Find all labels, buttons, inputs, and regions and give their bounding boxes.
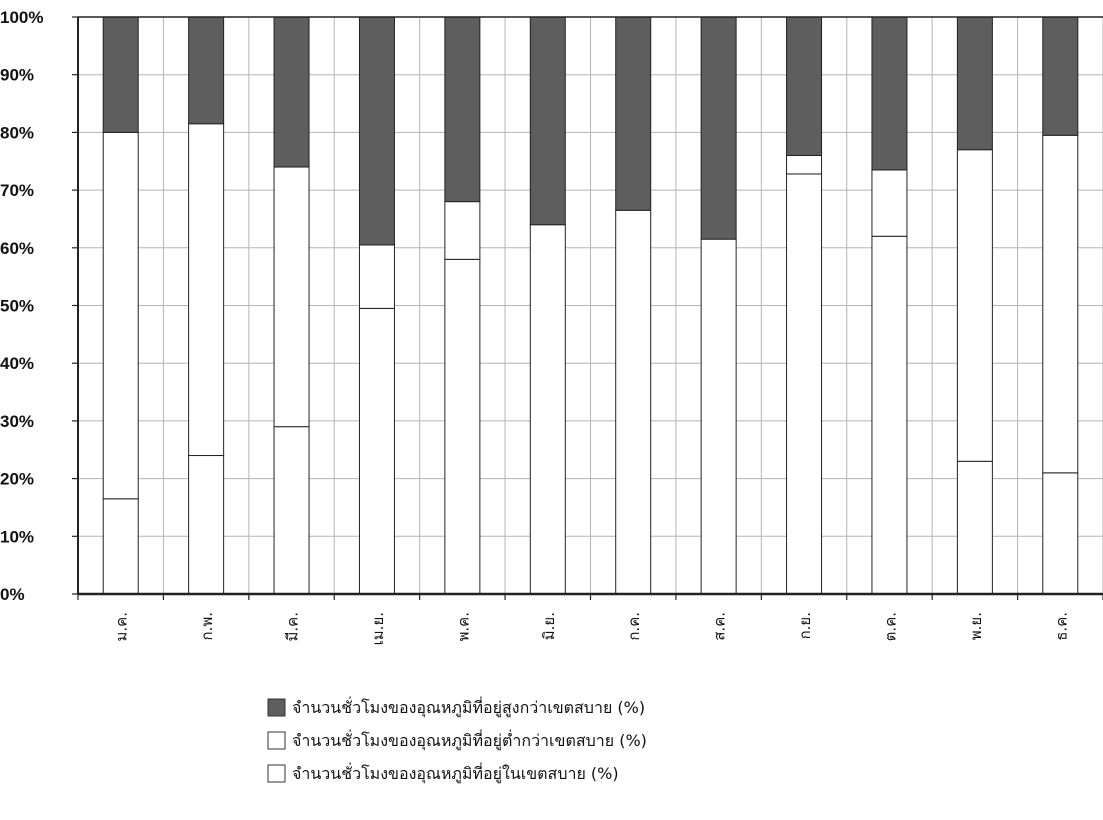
x-tick-label: ส.ค. bbox=[711, 612, 729, 641]
y-tick-label: 30% bbox=[0, 412, 34, 431]
bar-segment-3 bbox=[956, 16, 993, 151]
y-tick-label: 100% bbox=[0, 8, 43, 27]
bar-segment-2 bbox=[786, 154, 823, 175]
bar-segment-1 bbox=[358, 307, 395, 595]
bar-segment-3 bbox=[1042, 16, 1079, 136]
bar-segment-1 bbox=[1042, 472, 1079, 595]
legend-label: จำนวนชั่วโมงของอุณหภูมิที่อยู่สูงกว่าเขต… bbox=[292, 696, 645, 718]
legend: จำนวนชั่วโมงของอุณหภูมิที่อยู่สูงกว่าเขต… bbox=[267, 696, 647, 784]
x-tick-label: พ.ย. bbox=[967, 612, 985, 640]
legend-swatch bbox=[267, 731, 286, 750]
bar-segment-2 bbox=[1042, 134, 1079, 474]
legend-swatch bbox=[267, 698, 286, 717]
bar-segment-1 bbox=[871, 235, 908, 595]
y-tick-label: 0% bbox=[0, 585, 25, 604]
y-tick-label: 10% bbox=[0, 527, 34, 546]
axes bbox=[72, 16, 1103, 600]
bar-segment-1 bbox=[102, 498, 139, 595]
bar-segment-2 bbox=[102, 131, 139, 500]
y-tick-labels: 0% 10% 20% 30% 40% 50% 60% 70% 80% 90% 100% bbox=[0, 8, 43, 604]
y-tick-label: 40% bbox=[0, 354, 34, 373]
legend-swatch bbox=[267, 764, 286, 783]
x-tick-label: ก.พ. bbox=[198, 612, 216, 641]
y-tick-label: 60% bbox=[0, 239, 34, 258]
bars bbox=[102, 16, 1079, 595]
bar-segment-1 bbox=[188, 455, 225, 595]
bar-segment-2 bbox=[956, 149, 993, 462]
bar-segment-2 bbox=[529, 224, 566, 595]
bar-segment-1 bbox=[956, 460, 993, 595]
bar-segment-3 bbox=[786, 16, 823, 156]
x-tick-label: ต.ค. bbox=[881, 612, 899, 641]
bar-segment-3 bbox=[700, 16, 737, 240]
bar-segment-3 bbox=[529, 16, 566, 226]
bar-segment-1 bbox=[786, 173, 823, 595]
legend-label: จำนวนชั่วโมงของอุณหภูมิที่อยู่ในเขตสบาย … bbox=[292, 762, 619, 784]
bar-segment-3 bbox=[444, 16, 481, 203]
x-tick-label: เม.ย. bbox=[369, 612, 387, 645]
x-tick-label: พ.ค. bbox=[454, 612, 472, 641]
x-tick-label: ก.ค. bbox=[625, 612, 643, 641]
bar-segment-2 bbox=[444, 201, 481, 260]
x-tick-label: มี.ค. bbox=[284, 612, 302, 641]
bar-segment-3 bbox=[273, 16, 310, 168]
bar-segment-2 bbox=[188, 123, 225, 457]
x-tick-label: ธ.ค. bbox=[1052, 612, 1070, 641]
bar-segment-2 bbox=[358, 244, 395, 309]
bar-segment-3 bbox=[102, 16, 139, 133]
bar-segment-3 bbox=[871, 16, 908, 171]
bar-segment-2 bbox=[273, 166, 310, 428]
legend-label: จำนวนชั่วโมงของอุณหภูมิที่อยู่ต่ำกว่าเขต… bbox=[292, 729, 647, 751]
y-tick-label: 50% bbox=[0, 297, 34, 316]
bar-segment-1 bbox=[444, 258, 481, 595]
bar-segment-2 bbox=[871, 169, 908, 237]
bar-segment-3 bbox=[615, 16, 652, 211]
x-tick-label: ม.ค. bbox=[113, 612, 131, 641]
bar-segment-1 bbox=[273, 426, 310, 595]
y-tick-label: 20% bbox=[0, 470, 34, 489]
bar-segment-2 bbox=[615, 209, 652, 595]
y-tick-label: 70% bbox=[0, 181, 34, 200]
x-tick-labels: ม.ค. ก.พ. มี.ค. เม.ย. พ.ค. มิ.ย. ก.ค. ส.ค. ก.ย. ต… bbox=[113, 612, 1071, 645]
y-tick-label: 80% bbox=[0, 123, 34, 142]
y-tick-label: 90% bbox=[0, 66, 34, 85]
x-tick-label: มิ.ย. bbox=[540, 612, 558, 640]
bar-segment-3 bbox=[188, 16, 225, 125]
x-tick-label: ก.ย. bbox=[796, 612, 814, 639]
bar-segment-3 bbox=[358, 16, 395, 246]
bar-segment-2 bbox=[700, 238, 737, 595]
